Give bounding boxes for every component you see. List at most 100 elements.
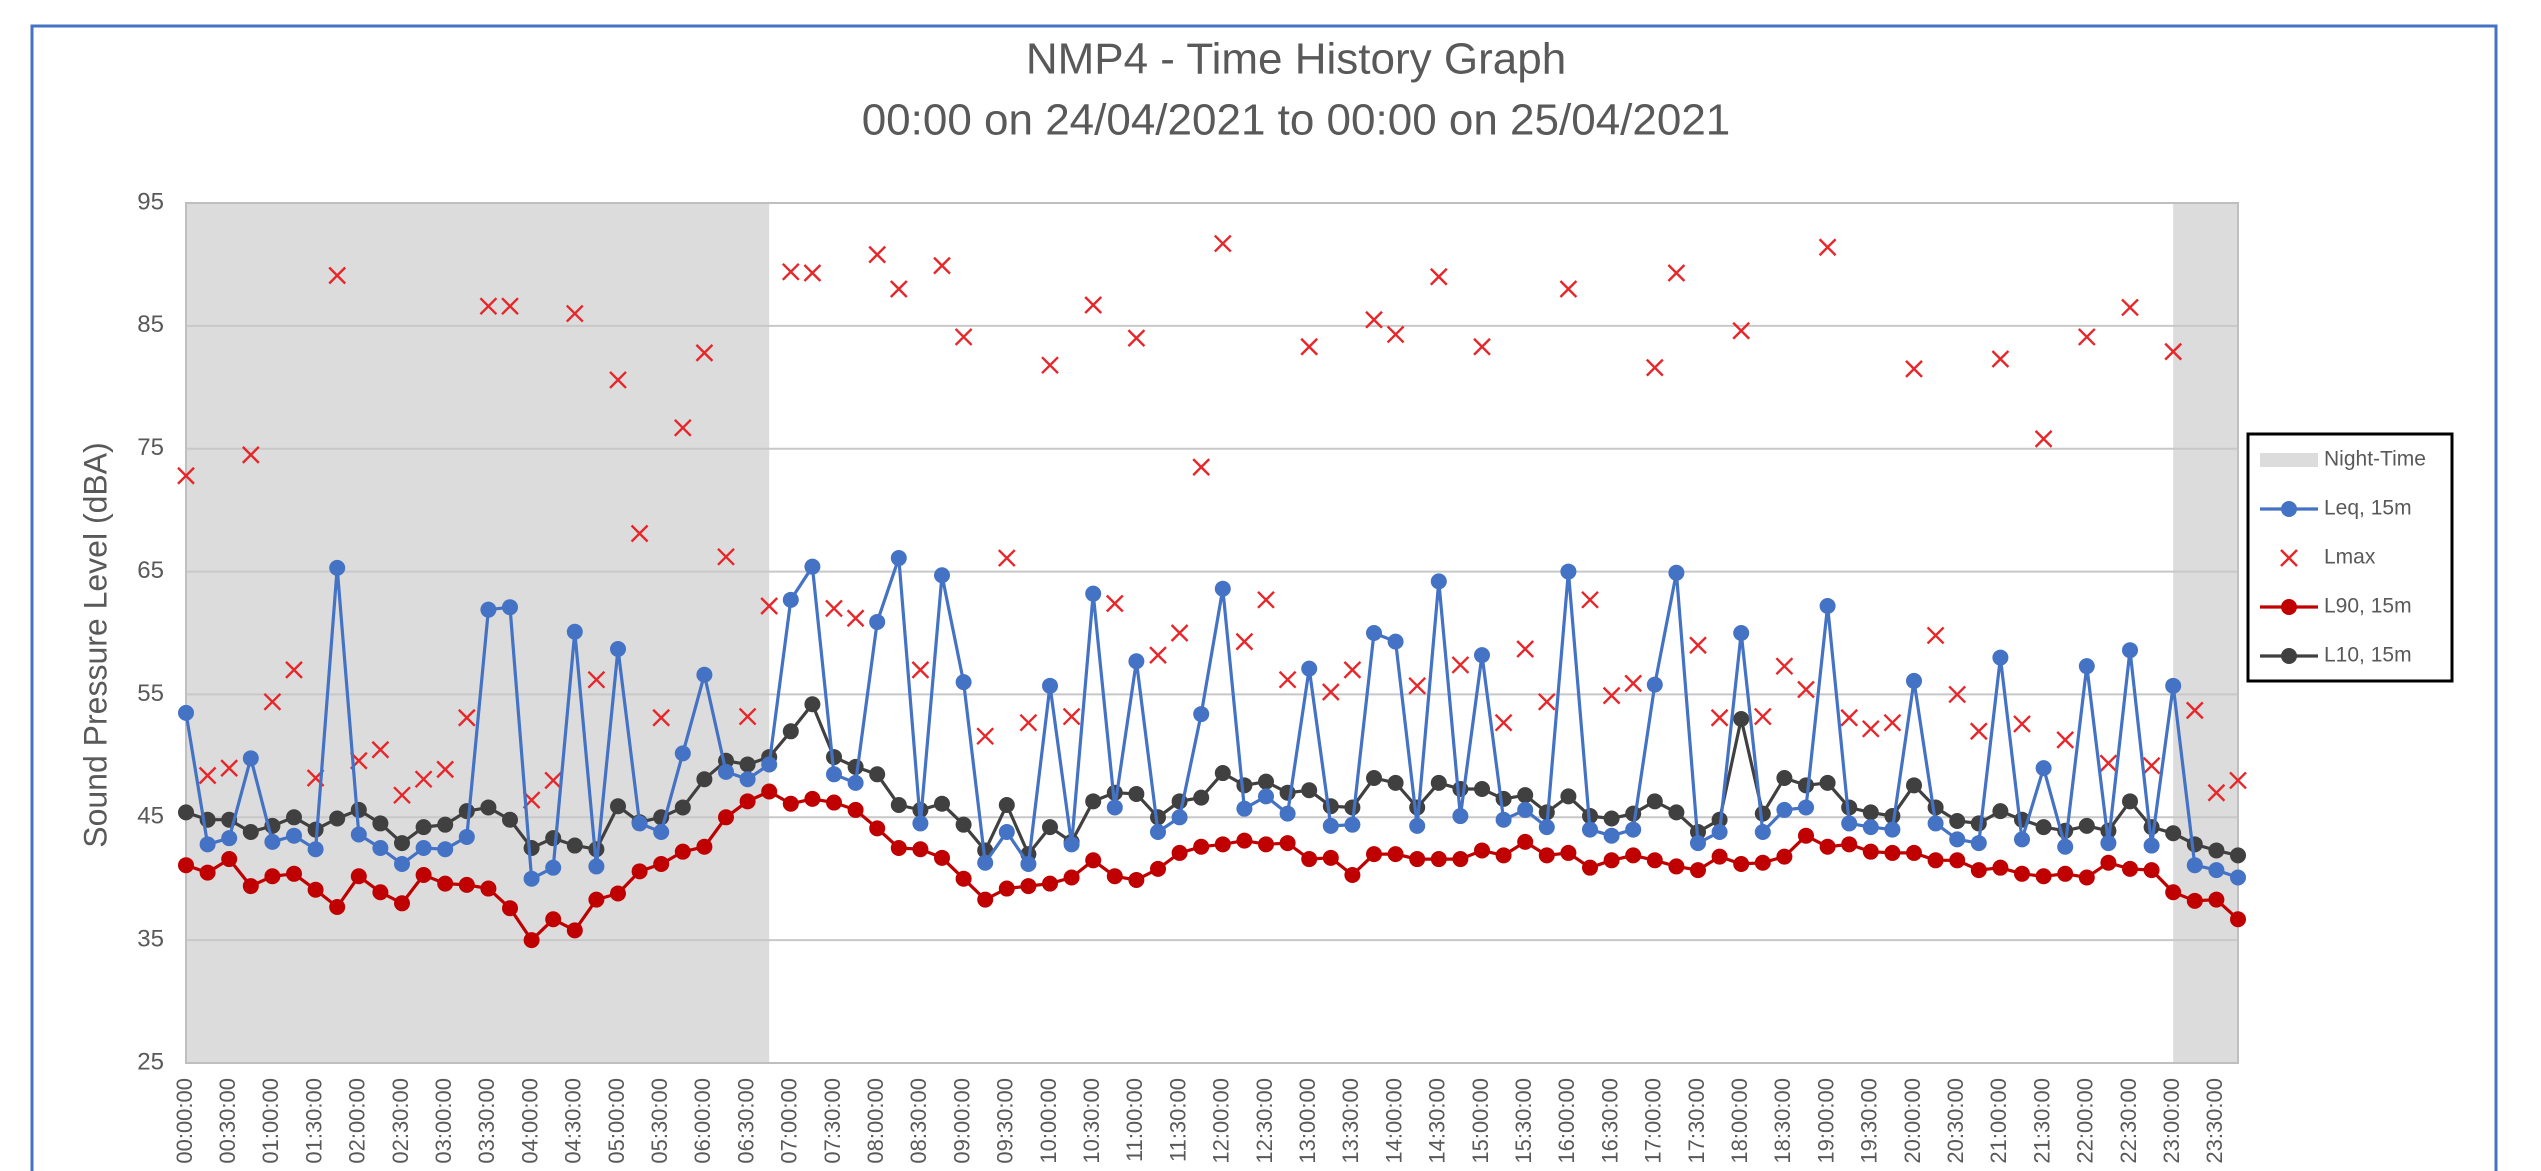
data-point [1906,672,1922,689]
data-point [1042,677,1058,694]
data-point [415,819,432,836]
data-point [826,749,842,766]
data-point [1711,824,1728,841]
data-point [998,824,1015,841]
lmax-marker [695,344,714,362]
data-point [761,783,778,800]
data-point [718,809,734,826]
data-point [329,898,346,915]
x-tick-label: 02:00:00 [345,1078,370,1164]
data-point [2122,860,2138,877]
legend-label: Lmax [2324,546,2376,569]
data-point [1387,774,1404,791]
data-point [1409,851,1426,868]
data-point [1128,871,1145,888]
data-point [1495,790,1512,807]
data-point [2122,642,2138,659]
data-point [1646,793,1663,810]
data-point [1063,869,1080,886]
data-point [523,932,540,949]
lmax-marker [544,771,563,790]
data-point [1344,816,1361,833]
lmax-marker [220,759,239,777]
data-point [653,855,670,872]
y-tick-label: 95 [137,188,164,215]
data-point [1538,819,1555,836]
lmax-marker [1991,350,2010,368]
lmax-marker [630,524,649,543]
data-point [1474,781,1490,798]
data-point [1776,801,1793,818]
lmax-marker [2142,756,2161,775]
data-point [1042,875,1058,892]
data-point [739,771,756,788]
data-point [329,810,346,827]
data-point [1452,851,1469,868]
data-point [1236,800,1253,817]
x-tick-label: 18:00:00 [1727,1078,1752,1164]
lmax-marker [997,549,1016,567]
lmax-marker [1494,713,1513,732]
data-point [804,558,821,575]
lmax-marker [285,661,303,679]
data-point [1258,773,1274,790]
data-point [523,840,540,856]
lmax-marker [2185,701,2204,720]
data-point [1322,817,1339,834]
data-point [847,774,864,791]
data-point [2230,869,2246,886]
chart-subtitle: 00:00 on 24/04/2021 to 00:00 on 25/04/20… [862,96,1731,145]
data-point [458,876,475,893]
data-point [804,696,821,713]
data-point [394,855,410,872]
data-point [1387,633,1404,650]
lmax-marker [479,297,498,316]
lmax-marker [1624,674,1643,693]
data-point [1560,788,1577,805]
data-point [502,599,518,616]
lmax-marker [1235,632,1254,651]
data-point [934,795,950,812]
data-point [2035,868,2052,885]
data-point [242,750,259,767]
data-point [696,838,713,855]
data-point [394,835,410,852]
x-tick-label: 12:30:00 [1252,1078,1277,1164]
data-point [1992,803,2009,820]
data-point [826,794,842,811]
plot-border [185,202,2239,1064]
x-tick-label: 07:00:00 [777,1078,802,1164]
data-point [782,723,799,740]
data-point [242,824,259,841]
data-point [1625,821,1642,838]
data-point [2230,911,2246,928]
data-point [523,870,540,887]
x-tick-label: 13:00:00 [1295,1078,1320,1164]
data-point [1582,821,1598,838]
data-point [221,851,238,868]
data-point [1927,815,1944,832]
data-point [977,854,994,871]
data-point [1668,804,1685,821]
legend-label: Night-Time [2324,448,2426,471]
data-point [1430,573,1447,590]
data-point [1214,836,1231,853]
data-point [1430,851,1447,868]
data-point [2165,825,2182,842]
lmax-marker [825,599,843,618]
lmax-marker [1429,267,1448,286]
lmax-marker [889,280,908,298]
y-tick-label: 55 [137,680,164,707]
lmax-marker [1213,234,1232,253]
data-point [1862,804,1879,821]
data-point [566,922,583,939]
lmax-marker [263,692,282,711]
data-point [1992,649,2009,666]
data-point [1841,836,1858,853]
x-tick-label: 07:30:00 [820,1078,845,1164]
x-tick-label: 08:00:00 [863,1078,888,1164]
data-point [955,816,972,833]
lmax-marker [868,245,887,264]
data-point [2078,817,2095,834]
data-point [1279,805,1296,822]
